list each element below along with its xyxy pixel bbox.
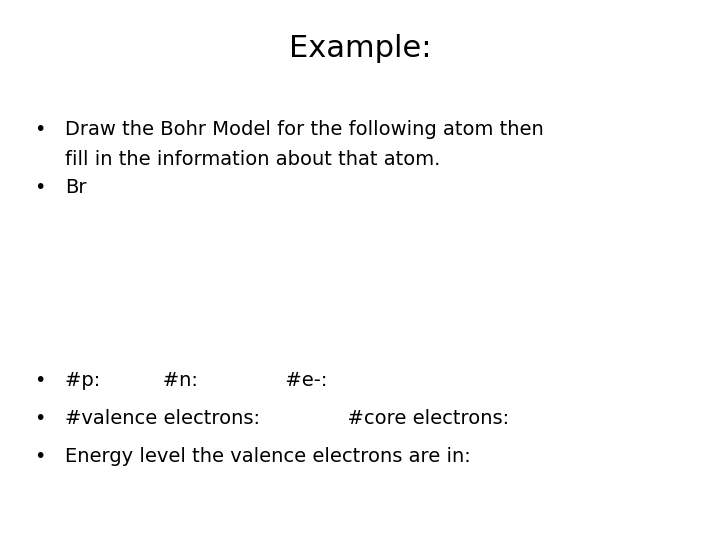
Text: #p:          #n:              #e-:: #p: #n: #e-: (65, 371, 327, 390)
Text: •: • (34, 120, 45, 139)
Text: #valence electrons:              #core electrons:: #valence electrons: #core electrons: (65, 409, 509, 428)
Text: •: • (34, 447, 45, 466)
Text: fill in the information about that atom.: fill in the information about that atom. (65, 150, 440, 169)
Text: Example:: Example: (289, 34, 431, 63)
Text: Br: Br (65, 178, 86, 198)
Text: •: • (34, 371, 45, 390)
Text: •: • (34, 409, 45, 428)
Text: Draw the Bohr Model for the following atom then: Draw the Bohr Model for the following at… (65, 120, 544, 139)
Text: Energy level the valence electrons are in:: Energy level the valence electrons are i… (65, 447, 471, 466)
Text: •: • (34, 178, 45, 198)
